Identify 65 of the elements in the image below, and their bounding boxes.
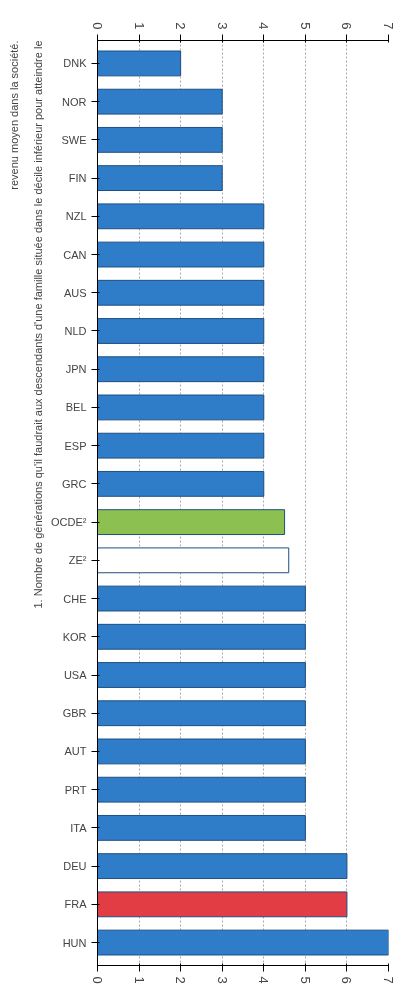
x2-tick-label: 5: [297, 976, 313, 984]
bar: [97, 547, 290, 574]
bar: [97, 891, 348, 918]
x-tick-label: 2: [173, 22, 189, 30]
y-tick-label: DNK: [63, 57, 88, 70]
y-tick-label: KOR: [62, 630, 87, 643]
bar: [97, 50, 182, 77]
x-tick-label: 0: [90, 22, 105, 30]
bar: [97, 394, 265, 421]
y-tick-label: CHE: [63, 592, 87, 605]
x2-tick-label: 1: [131, 976, 147, 984]
bar: [97, 662, 306, 688]
bar: [97, 241, 265, 268]
y-tick-label: AUT: [64, 745, 87, 758]
y-tick-label: GRC: [62, 477, 87, 490]
bar: [97, 88, 223, 115]
bar: [97, 126, 223, 153]
bar: [97, 165, 223, 192]
y-tick-label: BEL: [65, 401, 87, 414]
bar: [97, 814, 306, 841]
y-tick-label: ZE²: [68, 554, 87, 567]
bar: [97, 509, 286, 536]
bar: [97, 318, 265, 344]
y-tick-label: ESP: [64, 439, 87, 452]
x2-tick-label: 3: [214, 976, 230, 984]
y-tick-label: FIN: [68, 172, 87, 185]
bar: [97, 203, 265, 230]
bar: [97, 700, 306, 727]
x-tick-label: 6: [339, 22, 355, 30]
y-tick-label: OCDE²: [51, 516, 87, 529]
bar: [97, 738, 306, 765]
y-tick-label: AUS: [63, 286, 87, 299]
y-tick-label: FRA: [64, 898, 88, 911]
bar: [97, 623, 306, 650]
x-tick-label: 7: [381, 22, 396, 30]
bar: [97, 470, 265, 497]
y-tick-label: USA: [63, 669, 88, 681]
y-tick-label: JPN: [65, 363, 87, 376]
text: 1. Nombre de générations qu'il faudrait aux descendants d'une famille située dans le décile inférieur pour atteindre le revenu moyen dans la société.: [7, 40, 44, 609]
y-tick-label: CAN: [63, 248, 87, 261]
y-tick-label: GBR: [62, 707, 87, 720]
x2-tick-label: 4: [256, 976, 272, 984]
x2-tick-label: 6: [339, 976, 355, 984]
bar: [97, 356, 265, 383]
x-tick-label: 3: [214, 22, 230, 30]
y-tick-label: NOR: [62, 95, 87, 108]
x2-tick-label: 0: [90, 976, 105, 984]
y-tick-label: NLD: [64, 325, 87, 337]
bar: [97, 279, 265, 306]
bar: [97, 776, 306, 803]
x-tick-label: 5: [297, 22, 313, 30]
y-tick-label: HUN: [62, 936, 87, 949]
bar: [97, 929, 389, 956]
bar: [97, 432, 265, 459]
x2-tick-label: 7: [381, 976, 396, 984]
x-tick-label: 1: [131, 22, 147, 30]
y-tick-label: DEU: [63, 860, 87, 873]
y-tick-label: NZL: [65, 210, 87, 223]
y-tick-label: ITA: [70, 821, 88, 834]
bar: [97, 585, 306, 612]
bar: [97, 853, 348, 880]
y-tick-label: PRT: [64, 783, 87, 796]
x-tick-label: 4: [256, 22, 272, 30]
y-tick-label: SWE: [61, 133, 87, 146]
x2-tick-label: 2: [173, 976, 189, 984]
